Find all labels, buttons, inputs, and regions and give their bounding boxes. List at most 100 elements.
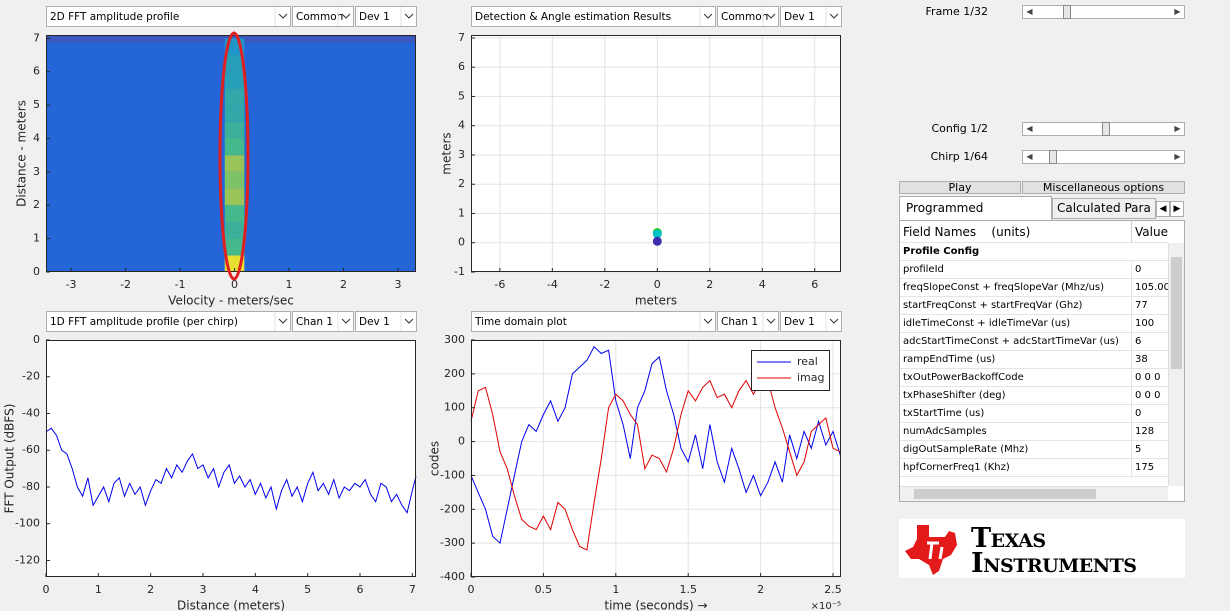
x-tick-label: 2 xyxy=(706,278,713,291)
slider-arrow[interactable]: ◀ xyxy=(1026,7,1033,16)
x-tick-label: 4 xyxy=(252,583,259,596)
dropdown[interactable]: Chan 1 xyxy=(292,311,354,332)
x-tick-label: -3 xyxy=(66,278,77,291)
slider-arrow[interactable]: ▶ xyxy=(1174,7,1181,16)
y-axis-label: meters xyxy=(440,132,454,174)
dropdown-box xyxy=(46,6,291,27)
dropdown[interactable]: Common xyxy=(292,6,354,27)
slider-arrow[interactable]: ▶ xyxy=(1174,124,1181,133)
x-axis-label: Velocity - meters/sec xyxy=(168,294,294,308)
section-row: Profile Config xyxy=(900,243,1132,261)
slider[interactable]: ◀ ▶ xyxy=(1022,5,1185,19)
tab[interactable]: Calculated Para xyxy=(1052,198,1156,219)
dropdown-text: Dev 1 xyxy=(784,316,815,328)
logo-text: Instruments xyxy=(971,548,1137,579)
heatmap-cell xyxy=(224,171,245,189)
x-tick-label: 3 xyxy=(200,583,207,596)
dropdown[interactable]: 2D FFT amplitude profile xyxy=(46,6,291,27)
y-tick-label: -1 xyxy=(454,265,465,278)
slider-arrow[interactable]: ◀ xyxy=(1026,124,1033,133)
dropdown[interactable]: Dev 1 xyxy=(355,311,417,332)
x-tick-label: 1 xyxy=(612,583,619,596)
dropdown[interactable]: Dev 1 xyxy=(355,6,417,27)
y-tick-label: 0 xyxy=(33,265,40,278)
slider-thumb[interactable] xyxy=(1102,122,1110,136)
x-tick-label: -6 xyxy=(494,278,505,291)
logo: Texas Instruments xyxy=(899,519,1185,578)
dropdown-arrow xyxy=(829,13,839,19)
scatter-point xyxy=(652,229,662,239)
table-cell: digOutSampleRate (Mhz) xyxy=(900,441,1132,459)
plot-area: 2D FFT amplitude profile Common Dev 1 -3 -2 -… xyxy=(3,6,842,611)
slider[interactable]: ◀ ▶ xyxy=(1022,150,1185,164)
table-cell: 0 0 0 xyxy=(1132,369,1168,387)
x-tick-label: 2 xyxy=(147,583,154,596)
x-tick-label: -1 xyxy=(175,278,186,291)
plot-background xyxy=(46,340,416,577)
dropdown-text: 2D FFT amplitude profile xyxy=(50,11,179,23)
dropdown-arrow xyxy=(278,318,288,324)
dropdown-box xyxy=(46,311,291,332)
dropdown-arrow xyxy=(703,318,713,324)
heatmap-cell xyxy=(224,105,245,122)
table-cell: txOutPowerBackoffCode xyxy=(900,369,1132,387)
dropdown-text: Dev 1 xyxy=(359,316,390,328)
parameter-table: Field Names (units) Value Profile Config… xyxy=(899,220,1185,502)
horizontal-scrollbar[interactable] xyxy=(900,486,1168,501)
y-tick-label: 4 xyxy=(33,131,40,144)
table-cell: profileId xyxy=(900,261,1132,279)
slider-arrow[interactable]: ▶ xyxy=(1174,152,1181,161)
y-tick-label: 300 xyxy=(444,333,465,346)
dropdown[interactable]: Chan 1 xyxy=(717,311,779,332)
y-tick-label: -80 xyxy=(22,480,40,493)
dropdown-arrow xyxy=(766,318,776,324)
table-cell: txPhaseShifter (deg) xyxy=(900,387,1132,405)
slider-arrow[interactable]: ◀ xyxy=(1026,152,1033,161)
tab-scroll-right[interactable]: ▶ xyxy=(1170,201,1184,217)
y-tick-label: -40 xyxy=(22,406,40,419)
vertical-scrollbar[interactable] xyxy=(1168,243,1184,486)
scatter-point xyxy=(652,236,662,246)
y-tick-label: -100 xyxy=(440,468,465,481)
table-cell: 0 xyxy=(1132,405,1168,423)
dropdown-arrow xyxy=(341,13,351,19)
y-tick-label: 200 xyxy=(444,367,465,380)
y-axis-label: Distance - meters xyxy=(15,100,29,207)
dropdown[interactable]: Dev 1 xyxy=(780,311,842,332)
y-axis-label: FFT Output (dBFS) xyxy=(3,404,17,514)
tab[interactable]: Programmed Parameters xyxy=(899,196,1052,237)
table-cell: 38 xyxy=(1132,351,1168,369)
misc-button[interactable]: Miscellaneous options xyxy=(1022,181,1185,194)
dropdown[interactable]: Common xyxy=(717,6,779,27)
slider-thumb[interactable] xyxy=(1063,5,1071,19)
tab-scroll-left[interactable]: ◀ xyxy=(1156,201,1170,217)
dropdown[interactable]: Detection & Angle estimation Results xyxy=(471,6,716,27)
x-multiplier: ×10⁻⁵ xyxy=(811,601,841,611)
line-series xyxy=(470,379,841,551)
x-tick-label: 5 xyxy=(304,583,311,596)
heatmap-cell xyxy=(224,205,245,222)
x-tick-label: 2 xyxy=(340,278,347,291)
x-tick-label: 4 xyxy=(759,278,766,291)
dropdown[interactable]: Dev 1 xyxy=(780,6,842,27)
play-button[interactable]: Play xyxy=(899,181,1021,194)
heatmap-cell xyxy=(224,155,245,172)
dropdown-text: Time domain plot xyxy=(474,316,567,328)
dropdown[interactable]: 1D FFT amplitude profile (per chirp) xyxy=(46,311,291,332)
dropdown-text: Common xyxy=(721,11,768,23)
x-tick-label: -4 xyxy=(547,278,558,291)
table-cell: 5 xyxy=(1132,441,1168,459)
x-tick-label: 7 xyxy=(409,583,416,596)
logo-emblem xyxy=(905,525,957,575)
slider-thumb[interactable] xyxy=(1049,150,1057,164)
slider-label: Config 1/2 xyxy=(931,122,989,135)
y-tick-label: -400 xyxy=(440,570,465,583)
table-cell: 175 xyxy=(1132,459,1168,477)
slider[interactable]: ◀ ▶ xyxy=(1022,122,1185,136)
dropdown[interactable]: Time domain plot xyxy=(471,311,716,332)
y-tick-label: 4 xyxy=(458,119,465,132)
y-tick-label: 0 xyxy=(458,236,465,249)
dropdown-arrow xyxy=(766,13,776,19)
y-tick-label: 1 xyxy=(458,206,465,219)
